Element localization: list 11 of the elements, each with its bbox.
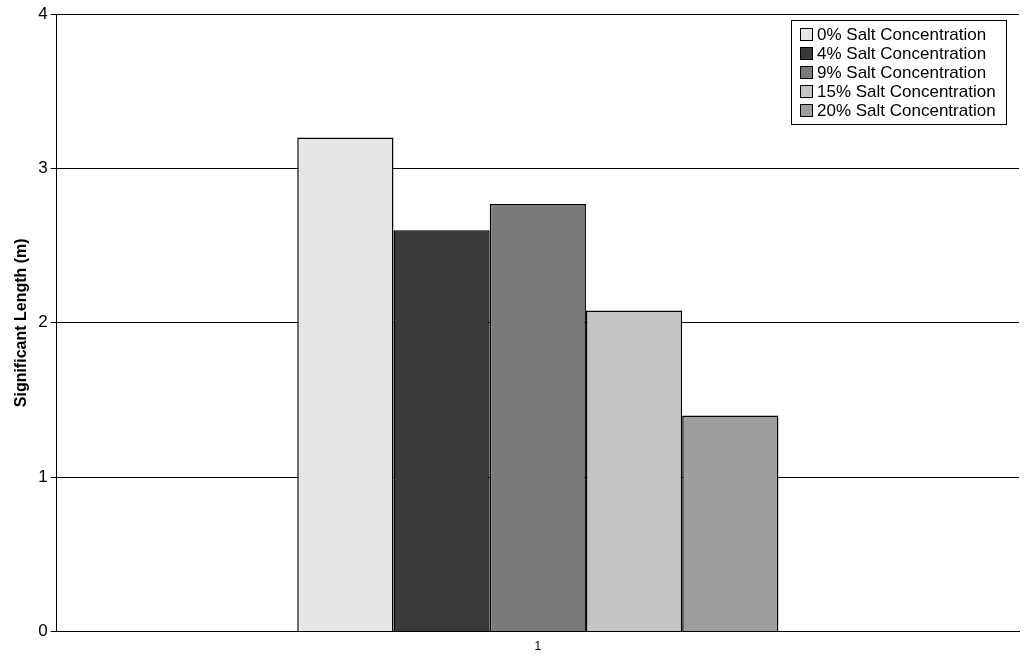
y-tick-label: 4 xyxy=(38,3,48,23)
legend-label: 9% Salt Concentration xyxy=(817,63,987,82)
legend-label: 4% Salt Concentration xyxy=(817,44,987,63)
y-tick-label: 1 xyxy=(38,466,48,486)
y-axis-title: Significant Length (m) xyxy=(12,238,30,408)
y-tick-label: 3 xyxy=(38,158,48,178)
legend-label: 15% Salt Concentration xyxy=(817,82,996,101)
y-tick-label: 2 xyxy=(38,312,48,332)
y-tick-label: 0 xyxy=(38,621,48,641)
legend-label: 20% Salt Concentration xyxy=(817,101,996,120)
legend-label: 0% Salt Concentration xyxy=(817,25,987,44)
